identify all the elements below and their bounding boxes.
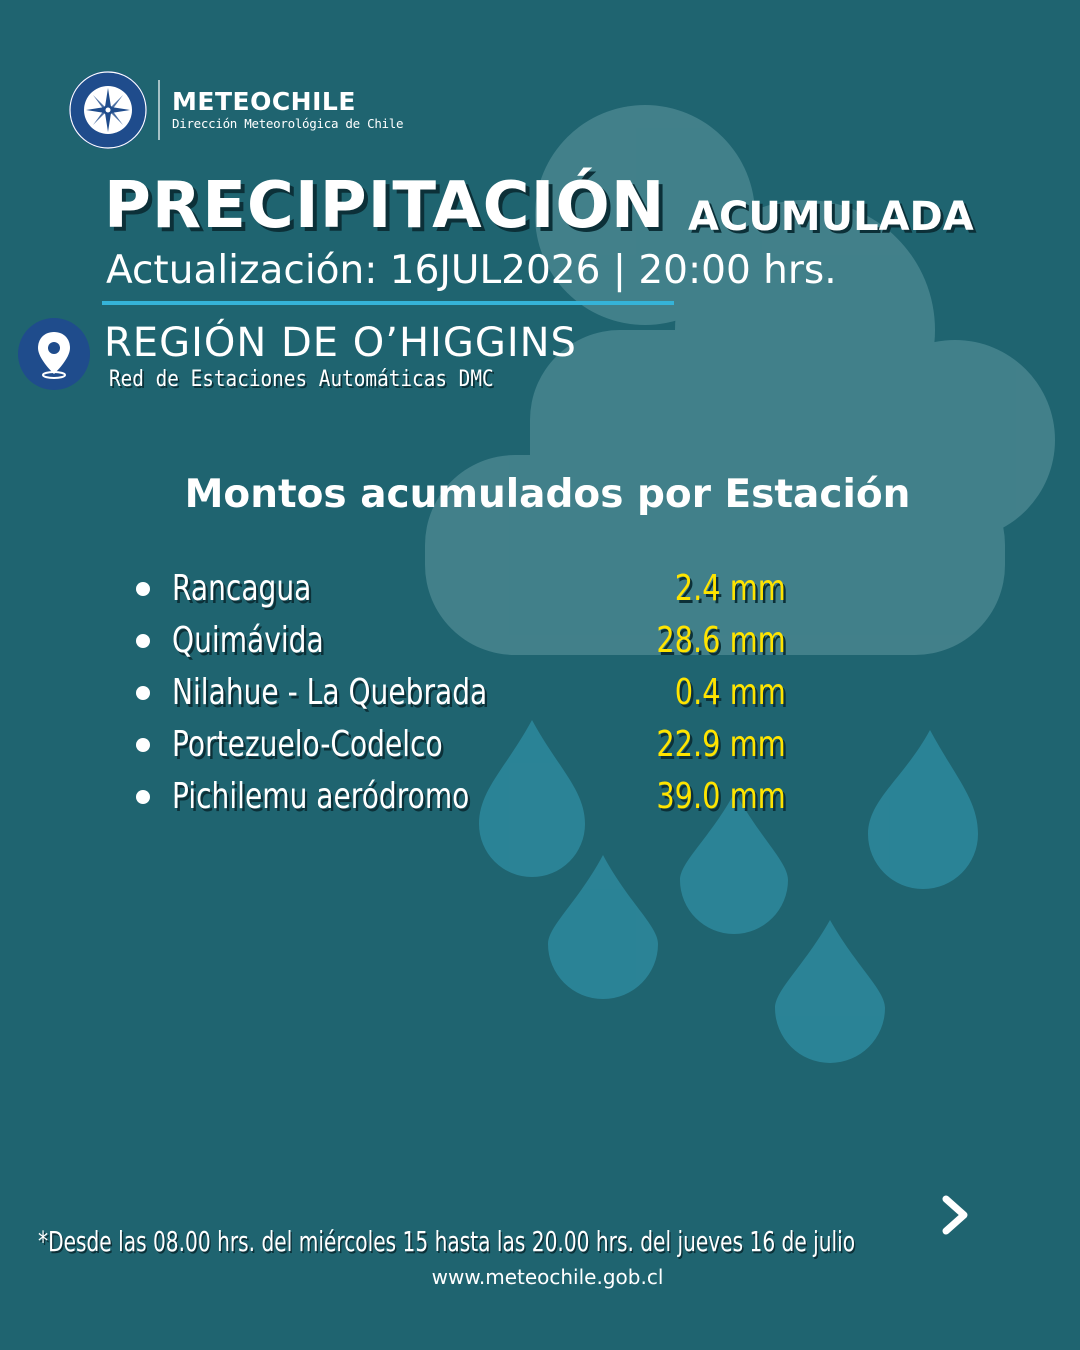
brand-logo: METEOCHILE Dirección Meteorológica de Ch… — [68, 70, 404, 150]
list-item: Quimávida 28.6 mm — [132, 616, 832, 668]
station-name: Nilahue - La Quebrada — [172, 672, 488, 713]
station-name: Pichilemu aeródromo — [172, 776, 470, 817]
section-title: Montos acumulados por Estación — [184, 472, 911, 517]
chevron-right-icon — [942, 1195, 968, 1235]
update-timestamp: Actualización: 16JUL2026 | 20:00 hrs. — [106, 248, 837, 293]
location-pin-icon — [18, 318, 90, 390]
bullet-icon — [136, 634, 150, 648]
next-slide-button[interactable] — [934, 1193, 978, 1237]
brand-text: METEOCHILE Dirección Meteorológica de Ch… — [172, 87, 404, 132]
station-value: 28.6 mm — [656, 620, 786, 661]
list-item: Portezuelo-Codelco 22.9 mm — [132, 720, 832, 772]
list-item: Pichilemu aeródromo 39.0 mm — [132, 772, 832, 824]
meteochile-seal-icon — [69, 71, 147, 149]
station-network: Red de Estaciones Automáticas DMC — [109, 367, 494, 392]
station-name: Rancagua — [172, 568, 312, 609]
list-item: Rancagua 2.4 mm — [132, 564, 832, 616]
station-name: Quimávida — [172, 620, 324, 661]
website-url: www.meteochile.gob.cl — [431, 1265, 664, 1289]
bullet-icon — [136, 686, 150, 700]
brand-name: METEOCHILE — [172, 87, 356, 116]
station-value: 2.4 mm — [674, 568, 786, 609]
logo-divider — [158, 80, 160, 140]
period-footnote: *Desde las 08.00 hrs. del miércoles 15 h… — [38, 1225, 856, 1258]
station-value: 39.0 mm — [656, 776, 786, 817]
title-underline — [102, 301, 674, 305]
page-title-suffix: ACUMULADA — [688, 194, 974, 240]
station-value: 0.4 mm — [674, 672, 786, 713]
bullet-icon — [136, 790, 150, 804]
list-item: Nilahue - La Quebrada 0.4 mm — [132, 668, 832, 720]
region-name: REGIÓN DE O’HIGGINS — [104, 320, 577, 366]
bullet-icon — [136, 582, 150, 596]
station-name: Portezuelo-Codelco — [172, 724, 443, 765]
station-list: Rancagua 2.4 mm Quimávida 28.6 mm Nilahu… — [132, 564, 832, 824]
bullet-icon — [136, 738, 150, 752]
station-value: 22.9 mm — [656, 724, 786, 765]
page-title: PRECIPITACIÓN — [104, 169, 666, 243]
brand-subtitle: Dirección Meteorológica de Chile — [172, 116, 404, 131]
